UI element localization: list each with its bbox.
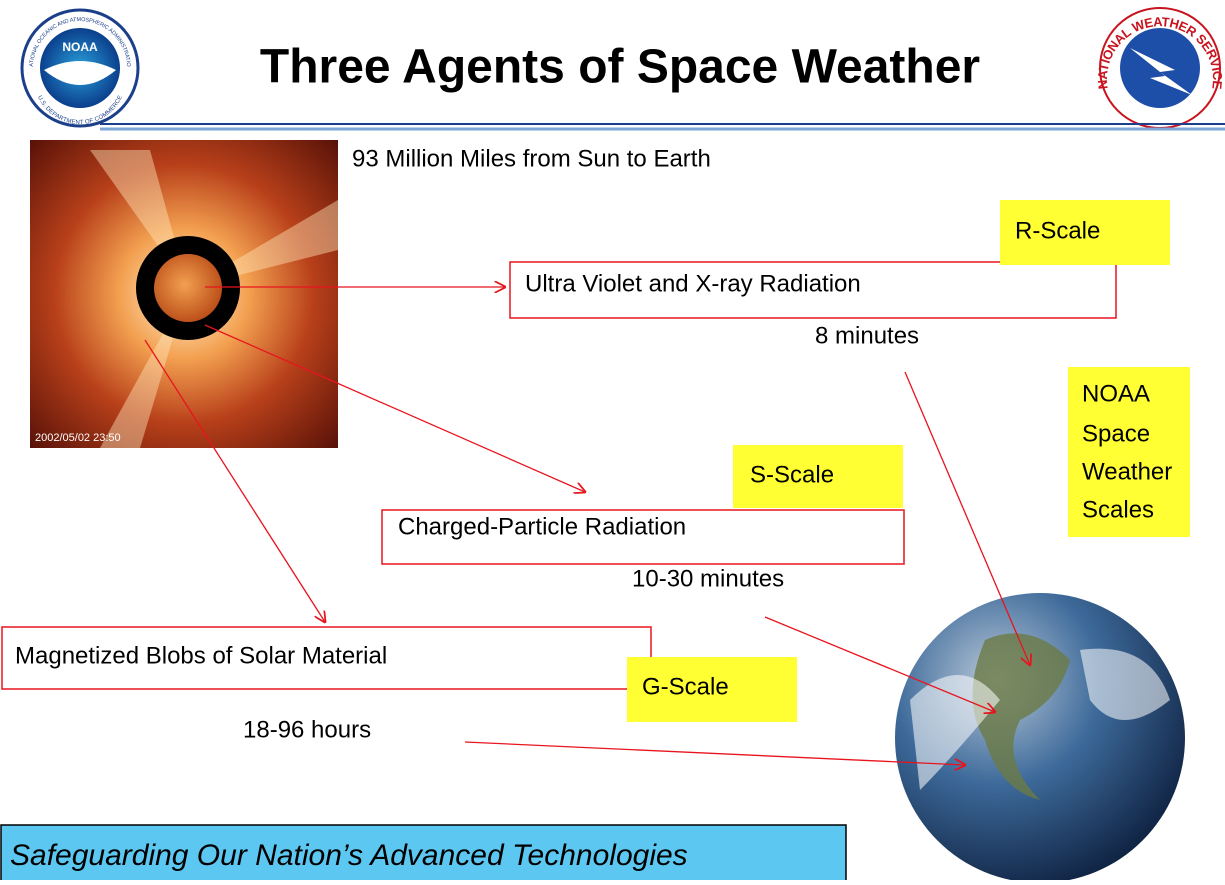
earth-image [895, 593, 1185, 880]
arrow [465, 742, 965, 765]
logo-label: NOAA [62, 40, 98, 54]
agent-label: Charged-Particle Radiation [398, 513, 686, 540]
agent-label: Ultra Violet and X-ray Radiation [525, 270, 861, 297]
agent-label: Magnetized Blobs of Solar Material [15, 642, 387, 669]
image-timestamp: 2002/05/02 23:50 [35, 432, 121, 444]
noaa-logo: NOAA NATIONAL OCEANIC AND ATMOSPHERIC AD… [0, 0, 138, 126]
scales-note-line: Scales [1082, 496, 1154, 523]
scale-label: S-Scale [750, 461, 834, 488]
scales-note-line: NOAA [1082, 380, 1150, 407]
travel-time: 8 minutes [815, 322, 919, 349]
scale-label: R-Scale [1015, 217, 1100, 244]
travel-time: 10-30 minutes [632, 565, 784, 592]
distance-text: 93 Million Miles from Sun to Earth [352, 145, 711, 172]
slide: NOAA NATIONAL OCEANIC AND ATMOSPHERIC AD… [0, 0, 1225, 880]
scale-label: G-Scale [642, 673, 729, 700]
slide-title: Three Agents of Space Weather [260, 41, 980, 94]
footer-text: Safeguarding Our Nation’s Advanced Techn… [10, 839, 688, 872]
scales-note-line: Space [1082, 420, 1150, 447]
scales-note-line: Weather [1082, 458, 1172, 485]
nws-logo: NATIONAL WEATHER SERVICE [1095, 8, 1224, 128]
travel-time: 18-96 hours [243, 716, 371, 743]
